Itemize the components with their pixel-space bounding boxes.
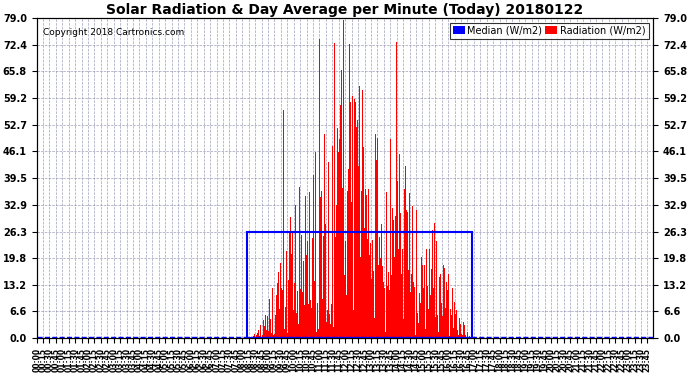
- Text: Copyright 2018 Cartronics.com: Copyright 2018 Cartronics.com: [43, 27, 184, 36]
- Bar: [247, 232, 472, 338]
- Legend: Median (W/m2), Radiation (W/m2): Median (W/m2), Radiation (W/m2): [450, 23, 649, 39]
- Title: Solar Radiation & Day Average per Minute (Today) 20180122: Solar Radiation & Day Average per Minute…: [106, 3, 584, 17]
